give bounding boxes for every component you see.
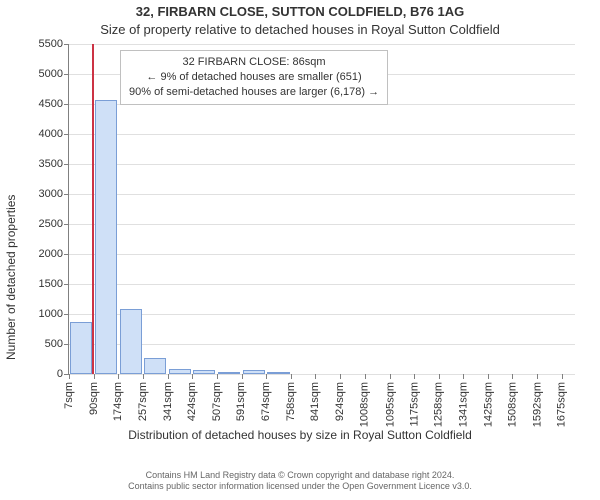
x-tick-label: 1425sqm xyxy=(482,382,494,427)
annotation-line2: ← 9% of detached houses are smaller (651… xyxy=(129,70,379,85)
x-tick-mark xyxy=(340,374,341,379)
x-tick-mark xyxy=(217,374,218,379)
x-tick-mark xyxy=(537,374,538,379)
gridline xyxy=(69,314,575,315)
histogram-bar xyxy=(243,370,265,374)
histogram-bar xyxy=(218,372,240,374)
histogram-bar xyxy=(193,370,215,374)
x-tick-label: 1508sqm xyxy=(506,382,518,427)
annotation-line1: 32 FIRBARN CLOSE: 86sqm xyxy=(129,55,379,70)
x-tick-label: 1095sqm xyxy=(384,382,396,427)
histogram-bar xyxy=(70,322,92,374)
y-tick-label: 500 xyxy=(45,338,69,350)
x-tick-label: 1175sqm xyxy=(408,382,420,426)
gridline xyxy=(69,224,575,225)
gridline xyxy=(69,284,575,285)
x-tick-mark xyxy=(168,374,169,379)
x-tick-mark xyxy=(118,374,119,379)
x-tick-label: 1258sqm xyxy=(433,382,445,427)
gridline xyxy=(69,254,575,255)
x-tick-mark xyxy=(192,374,193,379)
x-tick-label: 1008sqm xyxy=(359,382,371,427)
histogram-bar xyxy=(144,358,166,374)
histogram-bar xyxy=(95,100,117,374)
x-tick-label: 591sqm xyxy=(236,382,248,421)
page-title-line2: Size of property relative to detached ho… xyxy=(0,22,600,37)
y-tick-label: 0 xyxy=(57,368,69,380)
y-tick-label: 4500 xyxy=(39,98,69,110)
x-tick-label: 90sqm xyxy=(88,382,100,415)
y-tick-label: 2000 xyxy=(39,248,69,260)
footer-line1: Contains HM Land Registry data © Crown c… xyxy=(0,470,600,481)
x-tick-label: 7sqm xyxy=(63,382,75,409)
x-tick-label: 1341sqm xyxy=(457,382,469,427)
x-tick-label: 674sqm xyxy=(260,382,272,421)
x-tick-label: 1592sqm xyxy=(531,382,543,427)
x-tick-label: 924sqm xyxy=(334,382,346,421)
x-tick-mark xyxy=(562,374,563,379)
gridline xyxy=(69,374,575,375)
y-tick-label: 5500 xyxy=(39,38,69,50)
histogram-bar xyxy=(267,372,289,374)
x-tick-mark xyxy=(414,374,415,379)
gridline xyxy=(69,134,575,135)
gridline xyxy=(69,344,575,345)
x-tick-mark xyxy=(463,374,464,379)
x-tick-label: 507sqm xyxy=(211,382,223,421)
x-tick-label: 1675sqm xyxy=(556,382,568,427)
x-tick-label: 341sqm xyxy=(162,382,174,421)
x-tick-label: 758sqm xyxy=(285,382,297,421)
x-tick-label: 424sqm xyxy=(186,382,198,421)
x-tick-label: 841sqm xyxy=(309,382,321,421)
x-tick-mark xyxy=(69,374,70,379)
annotation-box: 32 FIRBARN CLOSE: 86sqm ← 9% of detached… xyxy=(120,50,388,105)
x-tick-mark xyxy=(365,374,366,379)
gridline xyxy=(69,194,575,195)
x-tick-mark xyxy=(143,374,144,379)
y-tick-label: 1000 xyxy=(39,308,69,320)
footer-line2: Contains public sector information licen… xyxy=(0,481,600,492)
annotation-line3: 90% of semi-detached houses are larger (… xyxy=(129,85,379,100)
histogram-bar xyxy=(120,309,142,374)
property-marker-line xyxy=(92,44,94,374)
page-title-line1: 32, FIRBARN CLOSE, SUTTON COLDFIELD, B76… xyxy=(0,4,600,19)
x-tick-mark xyxy=(266,374,267,379)
gridline xyxy=(69,44,575,45)
x-tick-mark xyxy=(315,374,316,379)
footer-attribution: Contains HM Land Registry data © Crown c… xyxy=(0,470,600,493)
x-tick-mark xyxy=(512,374,513,379)
y-tick-label: 1500 xyxy=(39,278,69,290)
x-tick-mark xyxy=(291,374,292,379)
x-tick-label: 174sqm xyxy=(112,382,124,421)
y-tick-label: 4000 xyxy=(39,128,69,140)
x-tick-mark xyxy=(242,374,243,379)
x-tick-mark xyxy=(488,374,489,379)
gridline xyxy=(69,164,575,165)
y-tick-label: 3500 xyxy=(39,158,69,170)
x-tick-label: 257sqm xyxy=(137,382,149,421)
y-tick-label: 5000 xyxy=(39,68,69,80)
x-axis-label: Distribution of detached houses by size … xyxy=(0,428,600,442)
x-tick-mark xyxy=(94,374,95,379)
x-tick-mark xyxy=(439,374,440,379)
x-tick-mark xyxy=(390,374,391,379)
y-tick-label: 2500 xyxy=(39,218,69,230)
y-tick-label: 3000 xyxy=(39,188,69,200)
histogram-bar xyxy=(169,369,191,374)
y-axis-label: Number of detached properties xyxy=(4,195,18,360)
